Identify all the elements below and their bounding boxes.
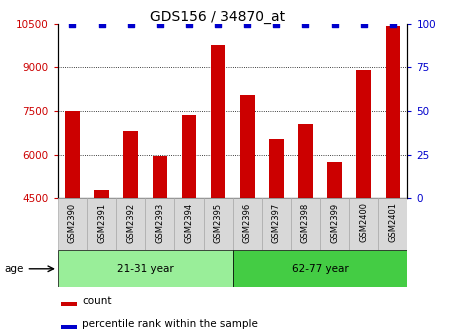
Text: GSM2395: GSM2395	[213, 202, 223, 243]
Text: GSM2392: GSM2392	[126, 202, 135, 243]
Point	[360, 21, 368, 26]
Bar	[298, 124, 313, 198]
Text: percentile rank within the sample: percentile rank within the sample	[82, 319, 258, 329]
Bar	[87, 198, 116, 250]
Bar	[378, 198, 407, 250]
Point	[214, 21, 222, 26]
Text: GSM2400: GSM2400	[359, 202, 368, 242]
Bar	[152, 156, 167, 198]
Bar	[233, 250, 407, 287]
Text: GDS156 / 34870_at: GDS156 / 34870_at	[150, 10, 285, 24]
Bar	[62, 325, 77, 329]
Bar	[320, 198, 349, 250]
Bar	[211, 45, 225, 198]
Point	[98, 21, 105, 26]
Point	[273, 21, 280, 26]
Text: GSM2399: GSM2399	[330, 202, 339, 243]
Bar	[62, 302, 77, 306]
Bar	[357, 70, 371, 198]
Bar	[145, 198, 175, 250]
Bar	[65, 111, 80, 198]
Text: GSM2396: GSM2396	[243, 202, 252, 243]
Bar	[116, 198, 145, 250]
Bar	[386, 27, 400, 198]
Bar	[58, 250, 233, 287]
Point	[69, 21, 76, 26]
Text: age: age	[5, 264, 24, 274]
Bar	[262, 198, 291, 250]
Bar	[291, 198, 320, 250]
Text: 62-77 year: 62-77 year	[292, 264, 349, 274]
Bar	[58, 198, 87, 250]
Text: GSM2390: GSM2390	[68, 202, 77, 243]
Bar	[124, 131, 138, 198]
Point	[302, 21, 309, 26]
Point	[389, 21, 397, 26]
Bar	[327, 162, 342, 198]
Bar	[240, 95, 255, 198]
Bar	[181, 115, 196, 198]
Point	[127, 21, 134, 26]
Point	[331, 21, 338, 26]
Bar	[349, 198, 378, 250]
Text: GSM2397: GSM2397	[272, 202, 281, 243]
Text: count: count	[82, 296, 112, 306]
Point	[185, 21, 193, 26]
Text: 21-31 year: 21-31 year	[117, 264, 174, 274]
Bar	[269, 138, 284, 198]
Point	[156, 21, 163, 26]
Point	[244, 21, 251, 26]
Text: GSM2391: GSM2391	[97, 202, 106, 243]
Bar	[94, 190, 109, 198]
Text: GSM2394: GSM2394	[184, 202, 194, 243]
Text: GSM2401: GSM2401	[388, 202, 397, 242]
Text: GSM2398: GSM2398	[301, 202, 310, 243]
Bar	[204, 198, 233, 250]
Text: GSM2393: GSM2393	[155, 202, 164, 243]
Bar	[175, 198, 204, 250]
Bar	[233, 198, 262, 250]
